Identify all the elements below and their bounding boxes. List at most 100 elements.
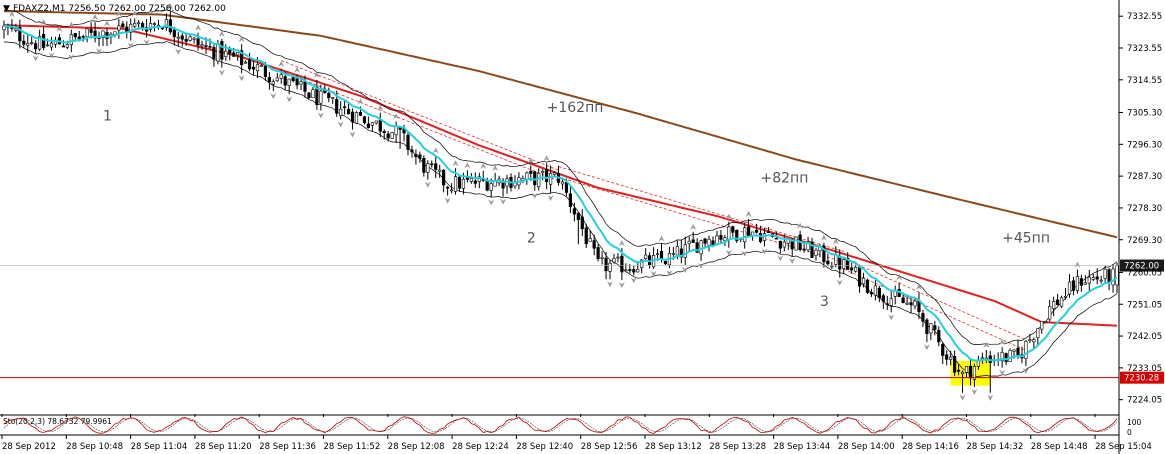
candle-body: [604, 257, 608, 272]
candle-body: [414, 154, 418, 158]
candle-body: [754, 229, 759, 233]
candle-body: [1111, 268, 1115, 286]
candle-body: [1075, 276, 1080, 291]
chart-annotation: +45пп: [1002, 231, 1050, 247]
fractal-up-icon: [238, 36, 245, 43]
candle-body: [449, 189, 454, 192]
candle-body: [1095, 276, 1099, 280]
ma-mid-line: [3, 24, 1118, 327]
price-tick-label: 7269.30: [1127, 236, 1162, 246]
fractal-down-icon: [143, 39, 150, 46]
fractal-up-icon: [313, 72, 320, 79]
candle-body: [1004, 353, 1008, 363]
candle-body: [477, 176, 481, 182]
fractal-down-icon: [127, 42, 134, 49]
fractal-down-icon: [777, 255, 784, 262]
candle-body: [137, 22, 141, 25]
candle-body: [251, 66, 256, 70]
candle-body: [446, 186, 450, 189]
level-price-label: 7230.28: [1124, 374, 1159, 384]
candle-body: [101, 30, 105, 38]
fractal-down-icon: [959, 394, 966, 401]
fractal-down-icon: [999, 369, 1006, 376]
fractal-down-icon: [337, 121, 344, 128]
candle-body: [489, 183, 493, 191]
candle-body: [18, 27, 22, 42]
fractal-down-icon: [500, 198, 507, 205]
fractal-down-icon: [32, 55, 39, 62]
oscillator-label: Sto(20,2,3) 78.6732 79.9961: [3, 417, 112, 426]
candle-body: [442, 169, 446, 186]
price-tick-label: 7233.05: [1127, 364, 1162, 374]
candle-body: [584, 227, 588, 245]
candle-body: [350, 111, 355, 123]
time-tick-label: 28 Sep 12:08: [388, 442, 445, 452]
candle-body: [267, 77, 271, 83]
candle-body: [913, 300, 917, 307]
candle-body: [461, 179, 466, 189]
candle-body: [691, 239, 695, 243]
candle-body: [687, 240, 691, 244]
level-price-tag: [1120, 371, 1164, 384]
candle-body: [1059, 297, 1064, 307]
time-tick-label: 28 Sep 11:20: [195, 442, 252, 452]
candle-body: [529, 170, 533, 174]
candle-body: [655, 253, 660, 256]
candle-body: [865, 279, 870, 293]
candle-body: [711, 240, 715, 246]
candle-body: [830, 265, 834, 268]
candle-body: [394, 125, 398, 136]
fractal-up-icon: [278, 60, 285, 67]
fractal-down-icon: [317, 112, 324, 119]
candle-body: [964, 366, 969, 373]
fractal-up-icon: [294, 66, 301, 73]
candle-body: [810, 241, 814, 258]
candle-body: [723, 237, 727, 242]
header-arrow-icon: ▼: [3, 4, 10, 14]
ma-mid-path: [3, 24, 1118, 327]
candle-body: [469, 178, 473, 182]
candle-body: [247, 59, 252, 70]
fractal-up-icon: [658, 235, 665, 242]
fractal-up-icon: [452, 160, 459, 167]
candle-body: [275, 77, 279, 82]
candle-body: [850, 267, 854, 271]
candle-body: [386, 133, 390, 139]
candle-body: [683, 244, 687, 258]
candle-body: [1012, 349, 1016, 352]
candle-body: [307, 92, 311, 98]
fractal-up-icon: [147, 8, 154, 15]
candle-body: [794, 236, 798, 251]
fractal-up-icon: [432, 147, 439, 154]
candle-body: [949, 356, 953, 360]
candle-body: [1028, 339, 1032, 342]
candle-body: [921, 313, 925, 322]
candle-body: [295, 78, 299, 86]
candle-body: [172, 29, 176, 38]
candle-body: [240, 50, 244, 66]
candle-body: [299, 81, 303, 85]
fractal-up-icon: [690, 223, 697, 230]
fractal-down-icon: [286, 96, 293, 103]
dashed-trendline: [843, 268, 1027, 351]
candle-body: [473, 180, 477, 184]
candle-body: [164, 19, 168, 28]
fractal-up-icon: [131, 10, 138, 17]
candle-body: [541, 170, 545, 173]
fractal-down-icon: [547, 195, 554, 202]
candle-body: [283, 76, 287, 86]
envelope-upper: [3, 9, 1118, 345]
candle-body: [869, 292, 874, 295]
fractal-down-icon: [1022, 368, 1029, 375]
candle-body: [881, 295, 885, 302]
fractal-up-icon: [983, 341, 990, 348]
candle-body: [608, 263, 612, 272]
time-tick-label: 28 Sep 12:56: [581, 442, 638, 452]
time-tick-label: 28 Sep 11:36: [259, 442, 316, 452]
price-axis: 7332.55 7323.55 7314.55 7305.30 7296.30 7287.…: [1118, 0, 1162, 454]
candle-body: [857, 265, 862, 287]
candle-body: [362, 116, 367, 124]
fractal-down-icon: [650, 270, 657, 277]
price-tick-label: 7296.30: [1127, 140, 1162, 150]
